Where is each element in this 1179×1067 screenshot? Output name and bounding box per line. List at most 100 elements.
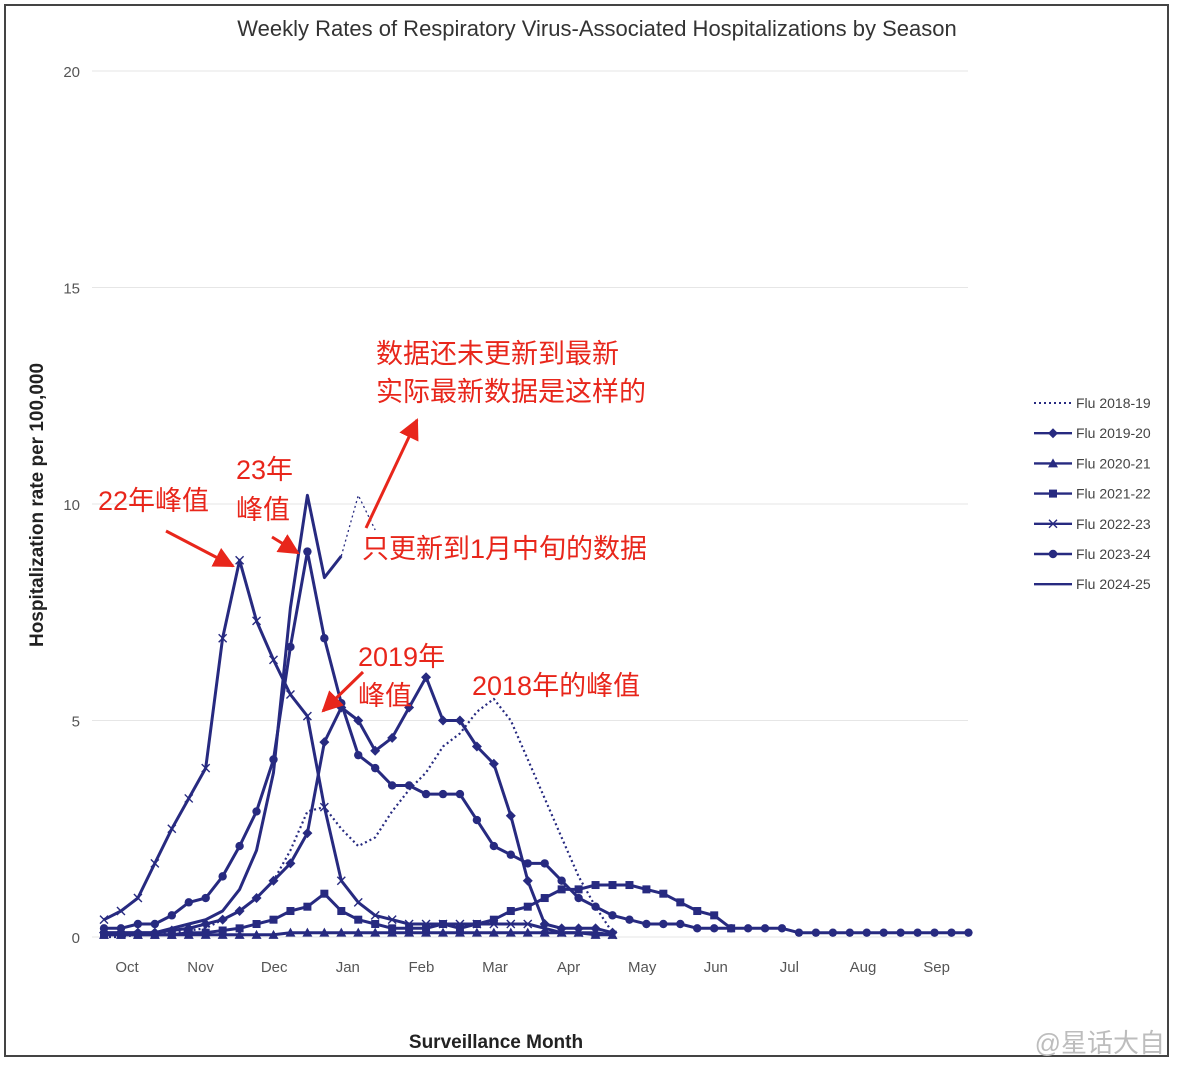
data-point xyxy=(421,789,431,799)
anno-22-peak: 22年峰值 xyxy=(98,486,209,516)
legend[interactable]: Flu 2018-19 Flu 2019-20 Flu 2020-21 Flu 202… xyxy=(1034,395,1151,592)
data-point xyxy=(743,924,753,933)
data-point xyxy=(336,927,347,937)
data-point xyxy=(472,815,482,825)
legend-label: Flu 2020-21 xyxy=(1076,455,1151,471)
legend-label: Flu 2023-24 xyxy=(1076,546,1151,562)
data-point xyxy=(557,885,566,894)
data-point xyxy=(522,875,533,886)
series-lines xyxy=(99,493,973,940)
data-point xyxy=(371,763,380,773)
series-line xyxy=(103,558,613,937)
legend-item[interactable]: Flu 2019-20 xyxy=(1034,425,1151,441)
data-point xyxy=(337,907,346,916)
data-point xyxy=(693,907,702,916)
data-point xyxy=(676,898,685,907)
legend-marker xyxy=(1049,489,1057,498)
data-point xyxy=(845,928,854,937)
data-point xyxy=(404,919,414,929)
data-point xyxy=(320,889,329,898)
data-point xyxy=(405,924,414,933)
data-point xyxy=(608,930,617,940)
data-point xyxy=(387,781,397,790)
data-point xyxy=(268,875,279,886)
data-point xyxy=(320,634,329,643)
data-point xyxy=(693,924,702,933)
data-point xyxy=(133,919,143,929)
data-point xyxy=(353,715,364,726)
data-point xyxy=(319,802,329,812)
gridlines xyxy=(92,70,968,938)
data-point xyxy=(590,929,601,939)
data-point xyxy=(235,555,245,565)
data-point xyxy=(726,924,736,933)
x-tick-label: Dec xyxy=(261,959,288,976)
y-axis-label: Hospitalization rate per 100,000 xyxy=(27,363,48,647)
data-point xyxy=(302,711,312,721)
data-point xyxy=(591,928,601,938)
data-point xyxy=(523,902,532,911)
data-point xyxy=(896,928,905,937)
legend-item[interactable]: Flu 2023-24 xyxy=(1034,546,1151,562)
x-axis-label: Surveillance Month xyxy=(409,1032,583,1053)
legend-item[interactable]: Flu 2021-22 xyxy=(1034,486,1151,502)
x-tick-label: May xyxy=(628,959,657,976)
legend-item[interactable]: Flu 2024-25 xyxy=(1034,576,1151,592)
data-point xyxy=(235,841,244,851)
data-point xyxy=(540,894,549,903)
data-point xyxy=(489,915,498,924)
legend-item[interactable]: Flu 2018-19 xyxy=(1034,395,1151,411)
data-point xyxy=(218,926,227,935)
data-point xyxy=(422,924,431,933)
data-point xyxy=(116,924,126,933)
chart-title: Weekly Rates of Respiratory Virus-Associ… xyxy=(237,16,956,41)
watermark: @星话大自 xyxy=(1035,1028,1165,1058)
x-tick-label: Apr xyxy=(557,959,580,976)
data-point xyxy=(710,911,719,920)
data-point xyxy=(710,924,719,933)
series-flu-2022-23 xyxy=(99,555,617,940)
legend-item[interactable]: Flu 2022-23 xyxy=(1034,516,1151,532)
data-point xyxy=(471,741,482,752)
data-point xyxy=(269,915,278,924)
data-point xyxy=(303,547,312,556)
series-flu-2024-25 xyxy=(104,493,343,935)
x-tick-label: Nov xyxy=(187,959,214,976)
data-point xyxy=(506,919,516,929)
data-point xyxy=(217,914,228,925)
data-point xyxy=(642,885,651,894)
data-point xyxy=(659,889,668,898)
data-point xyxy=(454,715,465,726)
data-point xyxy=(489,919,499,929)
data-point xyxy=(659,919,668,929)
x-tick-label: Oct xyxy=(115,959,139,976)
legend-label: Flu 2022-23 xyxy=(1076,516,1151,532)
data-point xyxy=(201,763,211,773)
data-point xyxy=(353,927,364,937)
data-point xyxy=(811,928,821,937)
data-point xyxy=(201,893,210,903)
data-point xyxy=(455,789,465,799)
data-point xyxy=(218,633,228,643)
data-point xyxy=(303,902,312,911)
x-tick-label: Aug xyxy=(850,959,877,976)
legend-item[interactable]: Flu 2020-21 xyxy=(1034,455,1151,471)
x-tick-label: Mar xyxy=(482,959,508,976)
anno-not-updated-line1: 数据还未更新到最新 xyxy=(376,339,619,369)
data-point xyxy=(99,924,109,933)
data-point xyxy=(574,893,583,903)
data-point xyxy=(251,893,262,904)
data-point xyxy=(608,881,617,890)
data-point xyxy=(540,923,550,933)
data-point xyxy=(557,928,567,938)
x-tick-label: Jun xyxy=(704,959,728,976)
data-point xyxy=(252,807,261,816)
data-point xyxy=(167,911,176,920)
data-point xyxy=(625,915,634,924)
data-point xyxy=(319,927,330,937)
data-point xyxy=(370,910,380,920)
data-point xyxy=(184,898,193,907)
data-point xyxy=(150,919,160,929)
